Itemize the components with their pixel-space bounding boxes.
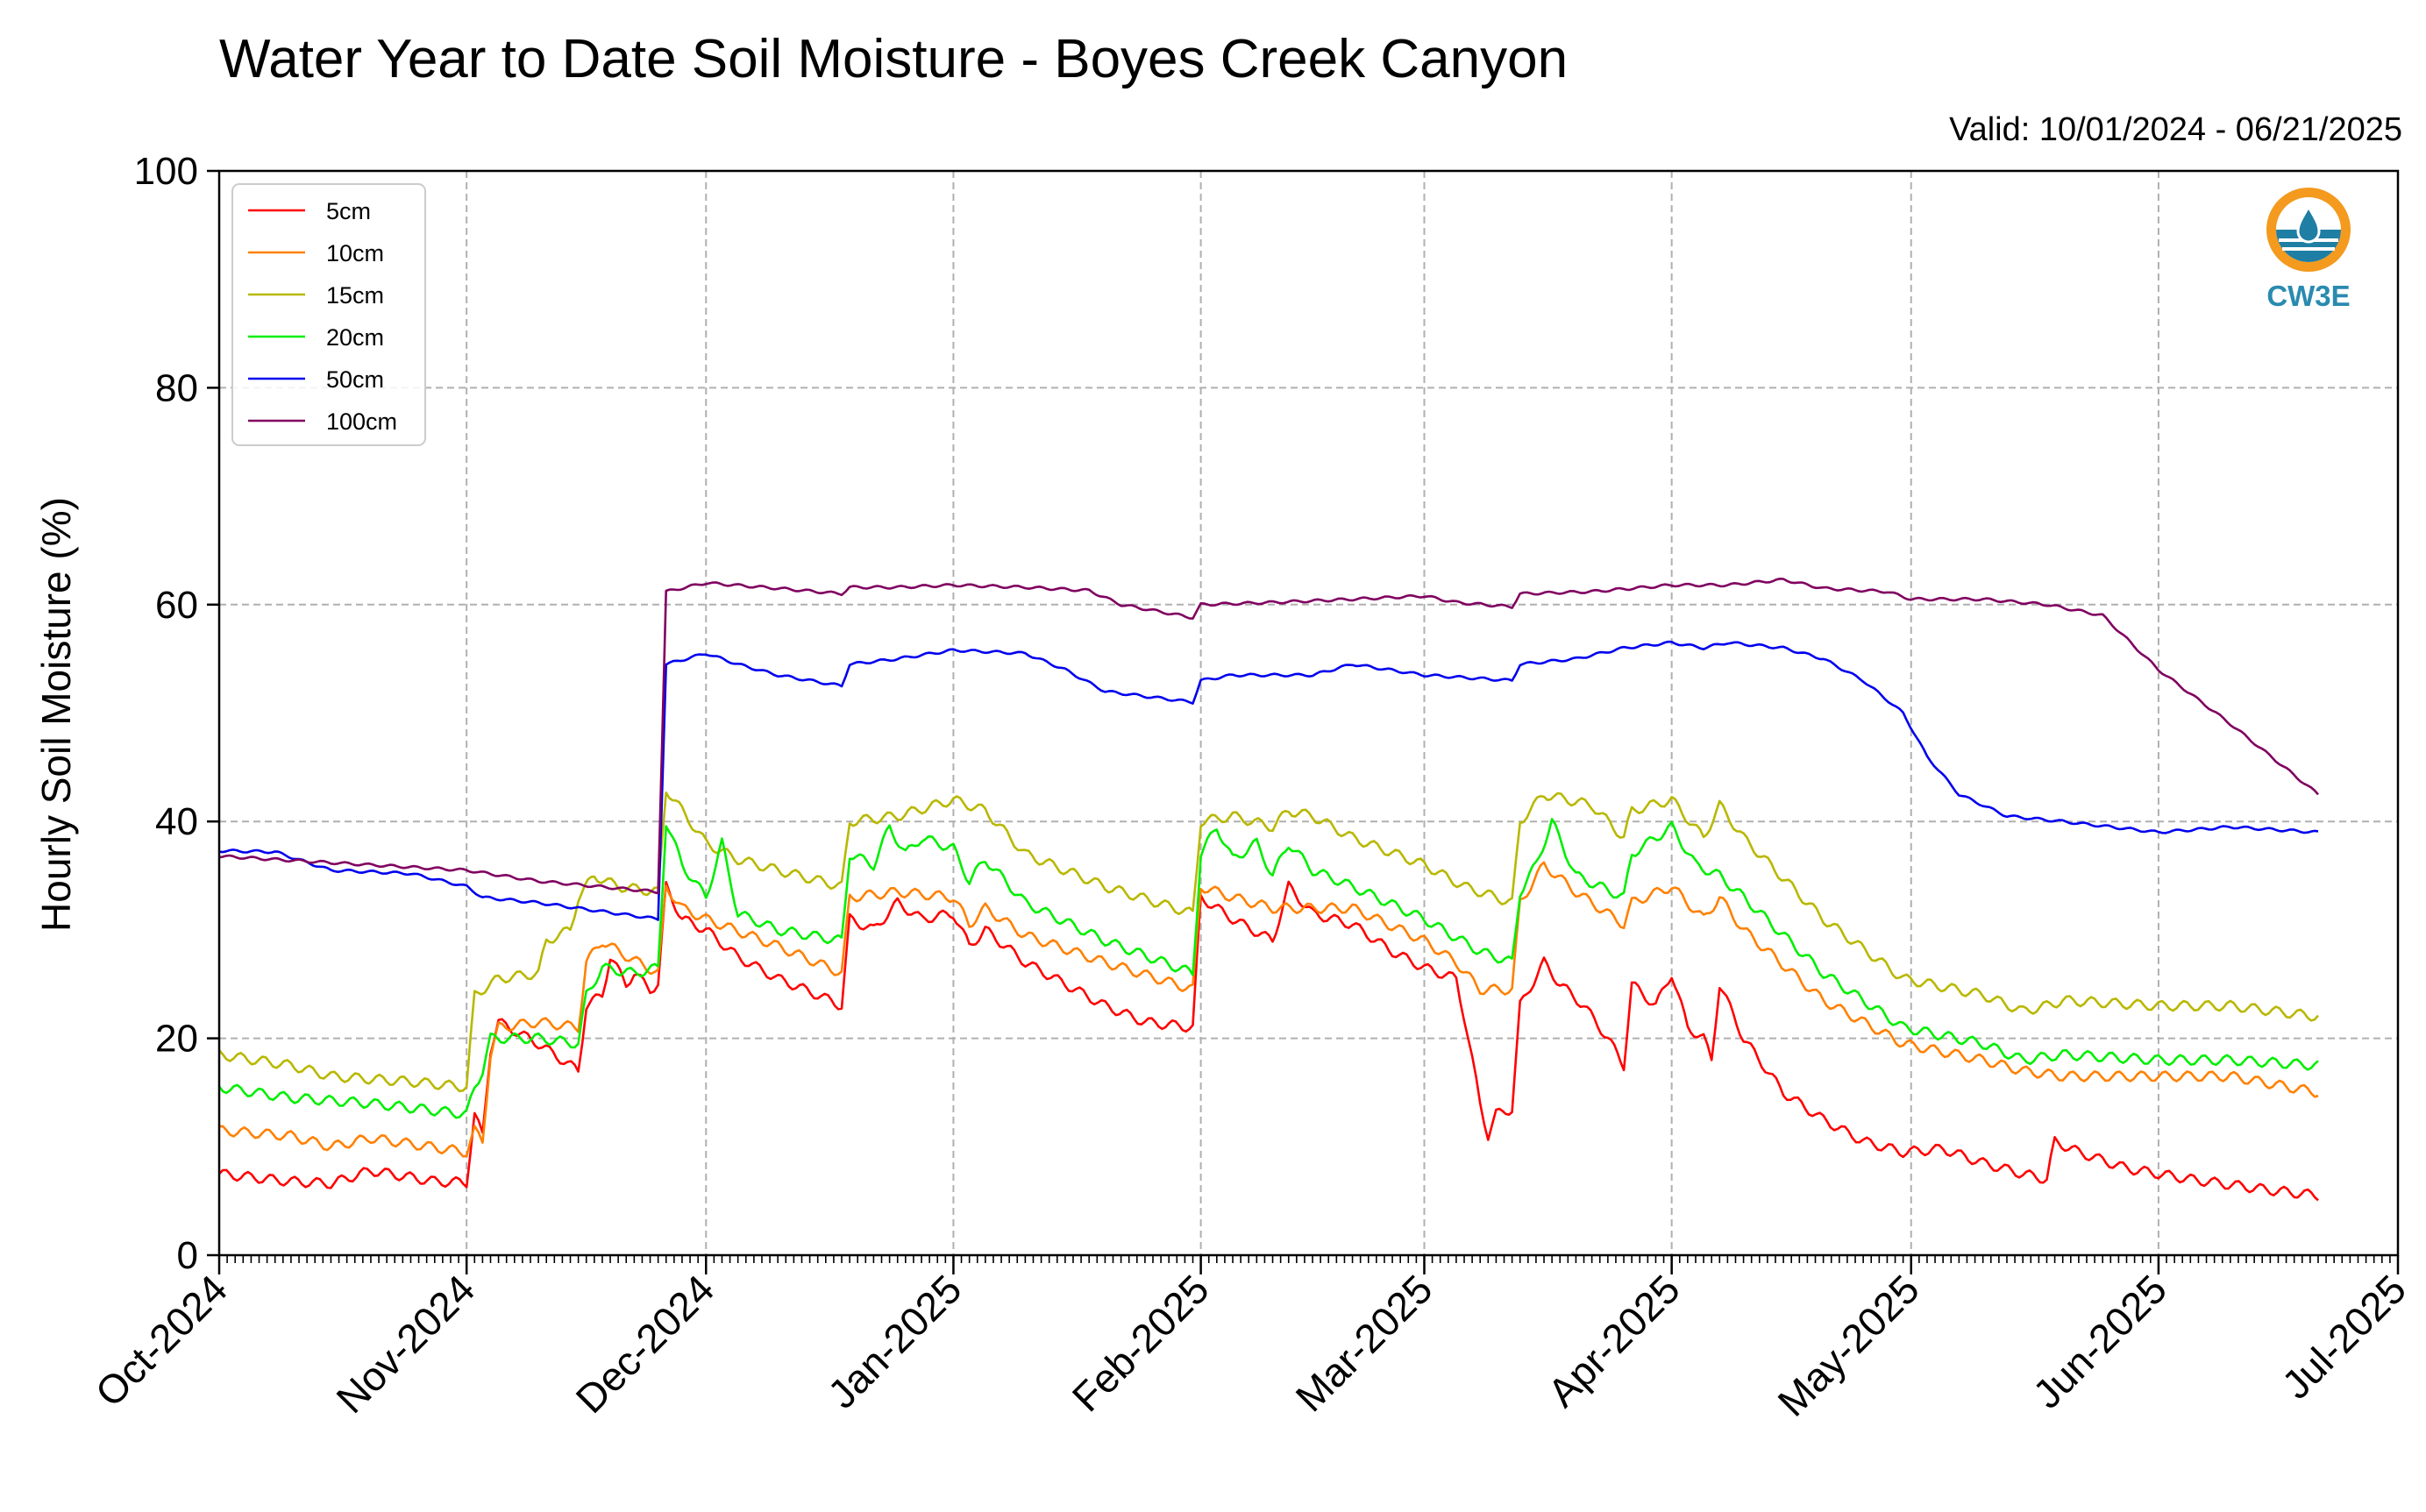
series-line-15cm [218,791,2319,1093]
plot-frame [217,169,2400,1257]
series-line-50cm [218,640,2319,921]
legend-label-100cm: 100cm [326,408,397,435]
series-line-10cm [218,861,2319,1158]
logo-water-drop-icon [2296,203,2321,244]
legend-label-10cm: 10cm [326,240,384,266]
y-tick-label: 0 [177,1234,198,1277]
y-axis-label: Hourly Soil Moisture (%) [33,497,79,932]
y-axis: 0 20 40 60 80 100 [134,150,219,1277]
y-tick-label: 20 [155,1018,198,1061]
legend-label-15cm: 15cm [326,282,384,309]
series-line-20cm [217,818,2319,1119]
series-line-5cm [218,880,2319,1202]
legend-label-50cm: 50cm [326,366,384,393]
y-tick-label: 100 [134,150,198,193]
legend: 5cm 10cm 15cm 20cm 50cm 100cm [231,183,426,446]
series-lines [217,578,2319,1202]
cw3e-logo: CW3E [2266,188,2351,312]
logo-text: CW3E [2266,280,2350,312]
series-line-100cm [218,578,2319,895]
y-tick-label: 80 [155,366,198,409]
legend-frame [231,183,426,446]
y-tick-label: 40 [155,800,198,843]
y-tick-label: 60 [155,584,198,627]
chart-title: Water Year to Date Soil Moisture - Boyes… [219,29,1568,89]
valid-date-range: Valid: 10/01/2024 - 06/21/2025 [1949,111,2402,148]
legend-label-5cm: 5cm [326,198,371,224]
legend-label-20cm: 20cm [326,324,384,351]
